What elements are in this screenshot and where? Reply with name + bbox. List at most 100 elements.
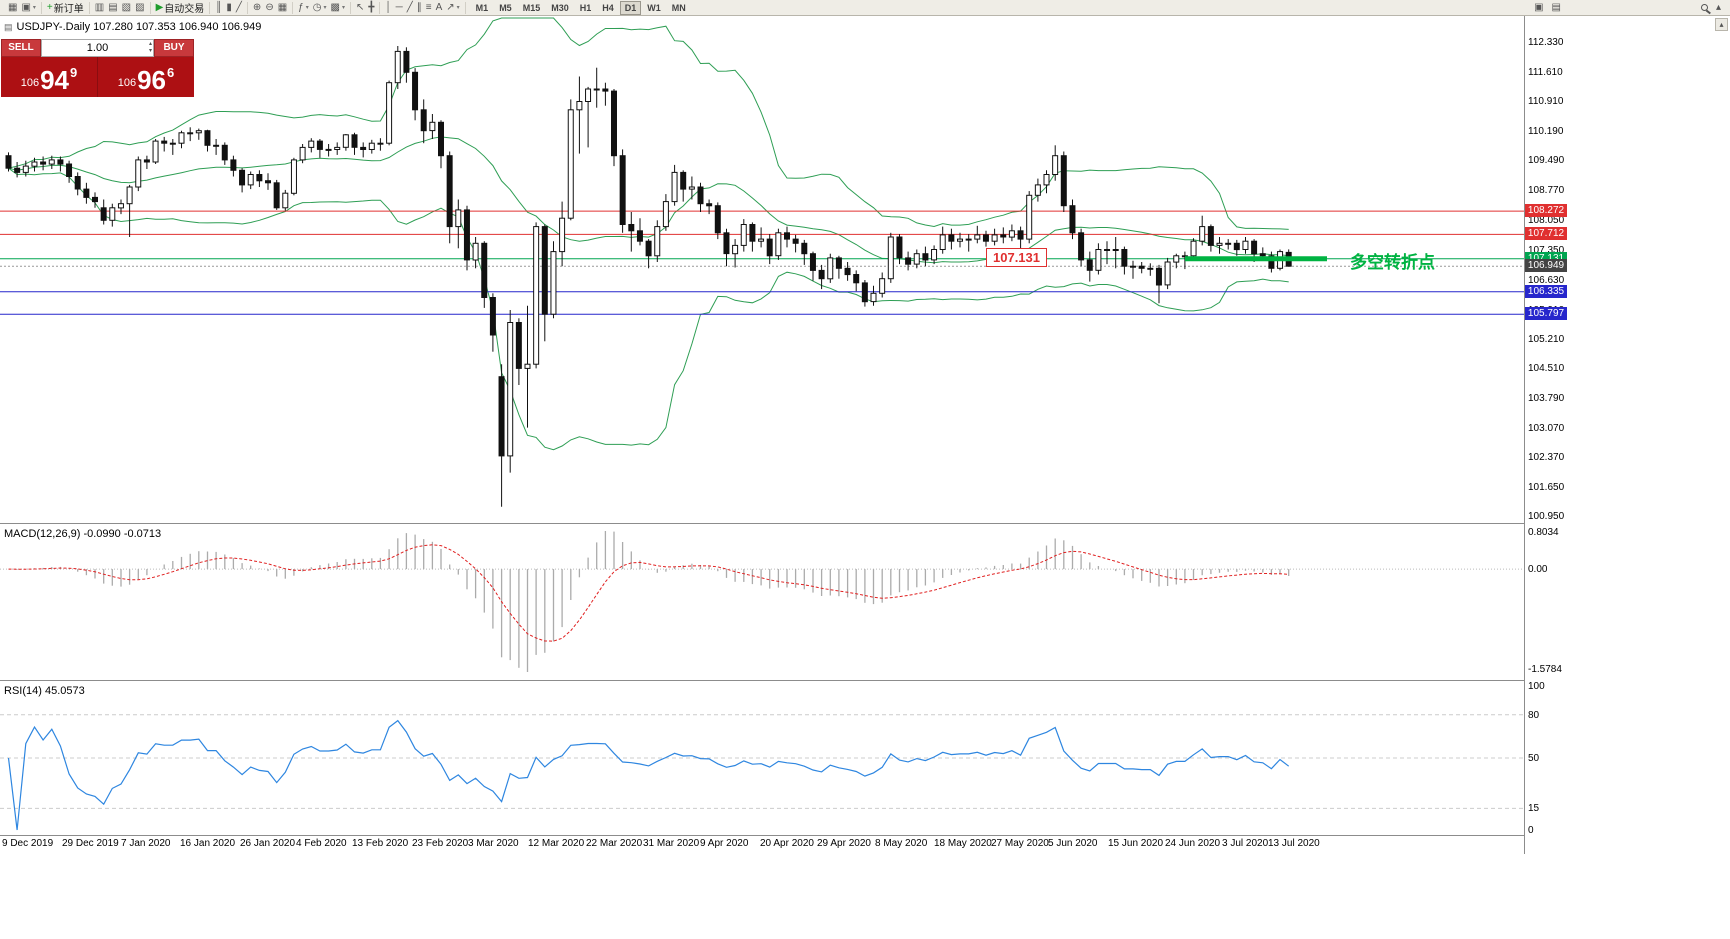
line-chart-icon[interactable]: ╱ [234,2,244,14]
chart-profiles-icon: ▣ [21,1,31,13]
date-tick: 3 Mar 2020 [468,838,519,849]
date-tick: 9 Dec 2019 [2,838,54,849]
dropdown-arrow-icon[interactable]: ▾ [305,5,309,11]
new-chart-icon[interactable]: ▦ [6,2,19,14]
price-annotation-label[interactable]: 107.131 [986,247,1047,267]
tile-windows-icon[interactable]: ▦ [276,2,289,14]
terminal-icon: ▨ [135,1,145,13]
timeframe-m5-button[interactable]: M5 [499,2,512,13]
toolbar-collapse-icon[interactable]: ▴ [1715,1,1721,13]
toolbar-window-group: ▣ ▤ [1534,2,1561,14]
timeframe-h1-button[interactable]: H1 [579,2,592,13]
date-tick: 13 Jul 2020 [1268,838,1320,849]
date-tick: 18 May 2020 [934,838,992,849]
price-axis[interactable] [1524,16,1570,854]
ask-price[interactable]: 106 96 6 [97,57,194,97]
market-watch-icon: ▥ [94,1,105,13]
window-tile-icon[interactable]: ▤ [1551,1,1561,13]
indicators-icon[interactable]: ƒ ▾ [296,2,311,14]
macd-label: MACD(12,26,9) -0.0990 -0.0713 [4,528,162,540]
toolbar-group: ▦ ▣ ▾ [3,1,42,14]
date-tick: 16 Jan 2020 [180,838,236,849]
dropdown-arrow-icon[interactable]: ▾ [341,5,345,11]
toolbar-group: ƒ ▾ ◷ ▾ ▩ ▾ [293,1,351,14]
chart-icon: ▤ [4,21,13,32]
timeframe-m30-button[interactable]: M30 [551,2,569,13]
time-axis[interactable]: 9 Dec 2019 29 Dec 2019 7 Jan 2020 16 Jan 20… [0,838,1524,853]
timeframe-mn-button[interactable]: MN [671,2,686,13]
timeframe-toolbar: M1 M5 M15 M30 H1 H4 D1 W1 MN [471,0,691,15]
volume-down-button[interactable]: ▾ [148,48,152,54]
navigator-icon: ▧ [121,1,132,13]
date-tick: 8 May 2020 [875,838,928,849]
equidistant-channel-icon[interactable]: ∥ [415,2,424,14]
horizontal-line-icon[interactable]: ─ [394,2,405,14]
macd-panel[interactable] [0,525,1524,680]
crosshair-icon: ╋ [368,1,375,13]
trendline-icon: ╱ [406,1,413,13]
window-cascade-icon[interactable]: ▣ [1534,1,1544,13]
panel-splitter-rsi[interactable] [0,680,1524,682]
new-chart-icon: ▦ [8,1,18,13]
timeframe-m1-button[interactable]: M1 [475,2,489,13]
dropdown-arrow-icon[interactable]: ▾ [323,5,327,11]
bar-chart-icon[interactable]: ║ [213,2,224,14]
volume-up-button[interactable]: ▴ [148,41,152,47]
navigator-icon[interactable]: ▧ [120,2,133,14]
templates-icon[interactable]: ▩ ▾ [328,2,346,14]
toolbar: ▦ ▣ ▾ + 新订单 ▥ ▤ ▧ ▨ ▶ 自动交易 ║ ▮ ╱ ⊕ ⊖ ▦ ƒ ▾ ◷ ▾ ▩ ▾ ↖ ╋ │ ─ ╱ ∥ ≡ A ↗ ▾ M… [0,0,1730,16]
dropdown-arrow-icon[interactable]: ▾ [456,5,460,11]
scroll-up-button[interactable]: ▴ [1715,18,1728,31]
volume-input[interactable]: 1.00 ▴ ▾ [41,39,154,57]
fibonacci-icon: ≡ [425,1,432,13]
date-tick: 22 Mar 2020 [586,838,643,849]
horizontal-line-icon: ─ [395,1,403,13]
sell-button[interactable]: SELL [1,39,41,57]
date-tick: 27 May 2020 [991,838,1049,849]
toolbar-group: + 新订单 [42,0,90,16]
crosshair-icon[interactable]: ╋ [366,2,376,14]
candlestick-chart-icon[interactable]: ▮ [224,2,234,14]
trendline-icon[interactable]: ╱ [405,2,415,14]
templates-icon: ▩ [330,1,340,13]
trend-annotation-text[interactable]: 多空转折点 [1350,252,1435,272]
timeframe-m15-button[interactable]: M15 [522,2,541,13]
new-order-button[interactable]: + 新订单 [45,0,86,16]
vertical-line-icon[interactable]: │ [383,2,393,14]
buy-button[interactable]: BUY [154,39,194,57]
zoom-in-icon: ⊕ [252,1,262,13]
terminal-icon[interactable]: ▨ [133,2,146,14]
timeframe-w1-button[interactable]: W1 [647,2,661,13]
chart-profiles-icon[interactable]: ▣ ▾ [19,2,37,14]
periods-icon[interactable]: ◷ ▾ [311,2,329,14]
fibonacci-icon[interactable]: ≡ [424,2,434,14]
timeframe-h4-button[interactable]: H4 [602,2,614,13]
arrow-object-icon[interactable]: ↗ ▾ [444,2,461,14]
dropdown-arrow-icon[interactable]: ▾ [32,5,36,11]
search-icon[interactable] [1700,4,1708,11]
toolbar-group: ↖ ╋ [351,1,381,14]
autotrading-button[interactable]: ▶ 自动交易 [154,0,207,16]
toolbar-group: ▥ ▤ ▧ ▨ [90,1,151,14]
panel-splitter-macd[interactable] [0,523,1524,525]
timeframe-d1-button[interactable]: D1 [619,0,642,15]
cursor-icon[interactable]: ↖ [354,2,366,14]
rsi-panel[interactable] [0,682,1524,835]
panel-splitter-dates[interactable] [0,835,1524,837]
text-label-icon[interactable]: A [434,2,445,14]
chart-title: ▤ USDJPY-.Daily 107.280 107.353 106.940 … [4,21,261,33]
zoom-in-icon[interactable]: ⊕ [251,2,263,14]
date-tick: 15 Jun 2020 [1108,838,1164,849]
zoom-out-icon[interactable]: ⊖ [263,2,275,14]
toolbar-group: ⊕ ⊖ ▦ [248,1,294,14]
date-tick: 3 Jul 2020 [1222,838,1269,849]
main-chart[interactable] [0,16,1524,523]
toolbar-group: │ ─ ╱ ∥ ≡ A ↗ ▾ [380,1,466,14]
market-watch-icon[interactable]: ▥ [93,2,106,14]
data-window-icon[interactable]: ▤ [106,2,119,14]
indicators-icon: ƒ [298,1,304,13]
one-click-trading-panel: SELL 1.00 ▴ ▾ BUY 106 94 9 106 96 6 [1,39,194,97]
line-chart-icon: ╱ [235,1,242,13]
bid-price[interactable]: 106 94 9 [1,57,97,97]
date-tick: 5 Jun 2020 [1048,838,1098,849]
